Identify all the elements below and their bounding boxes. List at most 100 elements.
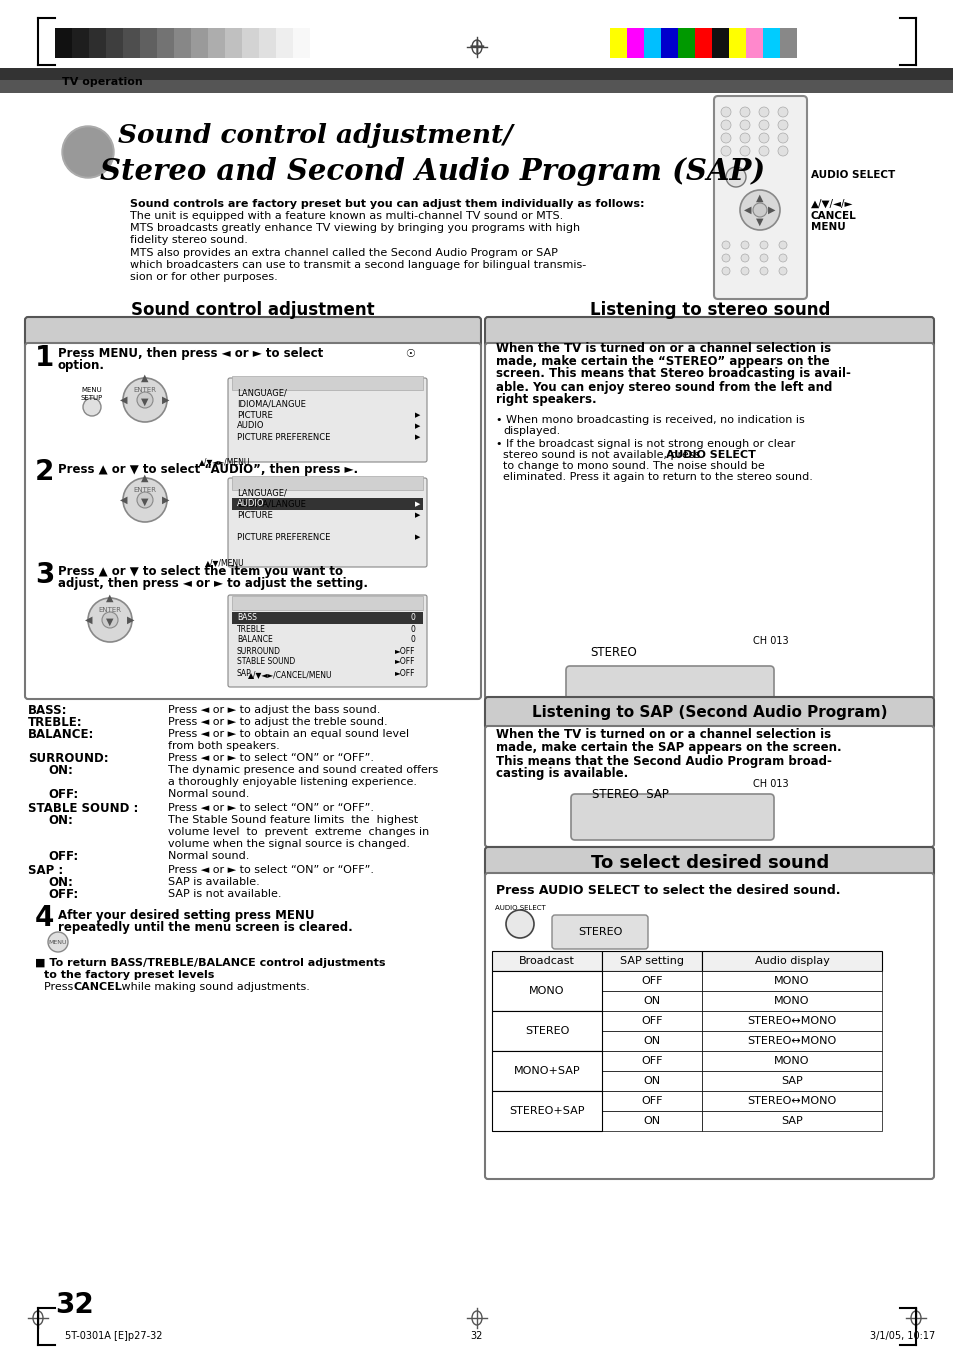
Text: AUDIO SELECT: AUDIO SELECT xyxy=(810,170,894,180)
Circle shape xyxy=(740,240,748,249)
Bar xyxy=(609,28,626,58)
Text: • When mono broadcasting is received, no indication is: • When mono broadcasting is received, no… xyxy=(496,415,804,426)
FancyBboxPatch shape xyxy=(484,725,933,847)
Bar xyxy=(157,28,173,58)
Text: ▲/▼◄►/MENU: ▲/▼◄►/MENU xyxy=(199,458,251,466)
Circle shape xyxy=(778,107,787,118)
Text: STEREO: STEREO xyxy=(578,927,621,938)
Bar xyxy=(678,28,695,58)
Text: When the TV is turned on or a channel selection is: When the TV is turned on or a channel se… xyxy=(496,342,830,354)
Text: OFF:: OFF: xyxy=(48,850,78,862)
Bar xyxy=(492,1011,601,1051)
Text: Press: Press xyxy=(44,982,76,992)
Text: 2: 2 xyxy=(35,458,54,486)
Text: TREBLE:: TREBLE: xyxy=(28,716,83,728)
Bar xyxy=(601,951,701,971)
Text: IDIOMA/LANGUE: IDIOMA/LANGUE xyxy=(236,500,306,508)
Text: STABLE SOUND :: STABLE SOUND : xyxy=(28,801,138,815)
Bar xyxy=(601,1092,701,1111)
FancyBboxPatch shape xyxy=(484,343,933,698)
Text: Sound controls are factory preset but you can adjust them individually as follow: Sound controls are factory preset but yo… xyxy=(130,199,644,209)
Text: from both speakers.: from both speakers. xyxy=(168,740,279,751)
Text: SAP setting: SAP setting xyxy=(619,957,683,966)
Bar xyxy=(492,1092,601,1131)
Text: option.: option. xyxy=(58,359,105,373)
Bar xyxy=(492,971,601,992)
Text: PICTURE: PICTURE xyxy=(236,411,273,420)
Bar xyxy=(601,1031,701,1051)
Text: ◀: ◀ xyxy=(743,205,751,215)
Bar xyxy=(728,28,745,58)
FancyBboxPatch shape xyxy=(25,317,480,349)
Text: ◀: ◀ xyxy=(85,615,92,626)
Text: MENU: MENU xyxy=(49,939,67,944)
Bar xyxy=(232,499,422,509)
Text: ■ To return BASS/TREBLE/BALANCE control adjustments: ■ To return BASS/TREBLE/BALANCE control … xyxy=(35,958,385,969)
Circle shape xyxy=(721,240,729,249)
Text: casting is available.: casting is available. xyxy=(496,767,628,781)
Text: PICTURE PREFERENCE: PICTURE PREFERENCE xyxy=(236,432,330,442)
Text: ►OFF: ►OFF xyxy=(395,669,415,677)
Text: MONO: MONO xyxy=(774,1056,809,1066)
Text: STEREO: STEREO xyxy=(524,1025,569,1036)
Bar xyxy=(780,28,796,58)
Circle shape xyxy=(720,120,730,130)
Bar xyxy=(208,28,225,58)
Text: ▶: ▶ xyxy=(415,423,420,430)
Text: OFF: OFF xyxy=(640,1016,662,1025)
Text: adjust, then press ◄ or ► to adjust the setting.: adjust, then press ◄ or ► to adjust the … xyxy=(58,577,368,590)
Text: STEREO↔MONO: STEREO↔MONO xyxy=(746,1016,836,1025)
Text: SURROUND:: SURROUND: xyxy=(28,751,109,765)
Bar xyxy=(492,1051,601,1092)
Bar xyxy=(492,951,601,971)
Text: Press ◄ or ► to obtain an equal sound level: Press ◄ or ► to obtain an equal sound le… xyxy=(168,730,409,739)
Text: which broadcasters can use to transmit a second language for bilingual transmis-: which broadcasters can use to transmit a… xyxy=(130,259,586,270)
Text: ►OFF: ►OFF xyxy=(395,647,415,655)
Bar xyxy=(643,28,660,58)
Text: 3/1/05, 10:17: 3/1/05, 10:17 xyxy=(869,1331,934,1342)
Text: ON:: ON: xyxy=(48,875,72,889)
Bar xyxy=(695,28,711,58)
Text: Listening to SAP (Second Audio Program): Listening to SAP (Second Audio Program) xyxy=(532,705,887,720)
Bar xyxy=(275,28,293,58)
Text: ▼: ▼ xyxy=(756,218,763,227)
Text: LANGUAGE/: LANGUAGE/ xyxy=(236,389,287,397)
Bar xyxy=(601,992,701,1011)
Text: ▲/▼/MENU: ▲/▼/MENU xyxy=(205,558,245,567)
Text: ▼: ▼ xyxy=(106,617,113,627)
Text: SAP: SAP xyxy=(236,669,252,677)
Text: SURROUND: SURROUND xyxy=(236,647,281,655)
Text: Normal sound.: Normal sound. xyxy=(168,789,249,798)
Text: made, make certain the SAP appears on the screen.: made, make certain the SAP appears on th… xyxy=(496,742,841,754)
FancyBboxPatch shape xyxy=(571,794,773,840)
Text: CH 013: CH 013 xyxy=(752,780,788,789)
Circle shape xyxy=(779,267,786,276)
Text: able. You can enjoy stereo sound from the left and: able. You can enjoy stereo sound from th… xyxy=(496,381,832,393)
Circle shape xyxy=(779,240,786,249)
Text: ◀: ◀ xyxy=(120,394,128,405)
Text: The unit is equipped with a feature known as multi-channel TV sound or MTS.: The unit is equipped with a feature know… xyxy=(130,211,562,222)
Circle shape xyxy=(778,132,787,143)
Text: ON: ON xyxy=(642,1036,659,1046)
Bar xyxy=(701,971,882,992)
Bar xyxy=(492,971,601,1011)
Circle shape xyxy=(48,932,68,952)
Text: Audio display: Audio display xyxy=(754,957,828,966)
Text: stereo sound is not available, press: stereo sound is not available, press xyxy=(502,450,703,459)
FancyBboxPatch shape xyxy=(484,847,933,880)
FancyBboxPatch shape xyxy=(25,343,480,698)
Text: TV operation: TV operation xyxy=(62,77,143,86)
Circle shape xyxy=(740,267,748,276)
Text: CANCEL: CANCEL xyxy=(74,982,123,992)
Text: volume level  to  prevent  extreme  changes in: volume level to prevent extreme changes … xyxy=(168,827,429,838)
Text: STEREO+SAP: STEREO+SAP xyxy=(509,1106,584,1116)
Text: to the factory preset levels: to the factory preset levels xyxy=(44,970,214,979)
Text: Press ◄ or ► to adjust the treble sound.: Press ◄ or ► to adjust the treble sound. xyxy=(168,717,387,727)
Bar xyxy=(0,68,953,80)
Text: ☉: ☉ xyxy=(405,349,415,359)
Ellipse shape xyxy=(62,126,113,178)
Bar xyxy=(258,28,275,58)
Text: ▶: ▶ xyxy=(162,494,170,505)
Text: This means that the Second Audio Program broad-: This means that the Second Audio Program… xyxy=(496,754,831,767)
Text: 0: 0 xyxy=(410,624,415,634)
